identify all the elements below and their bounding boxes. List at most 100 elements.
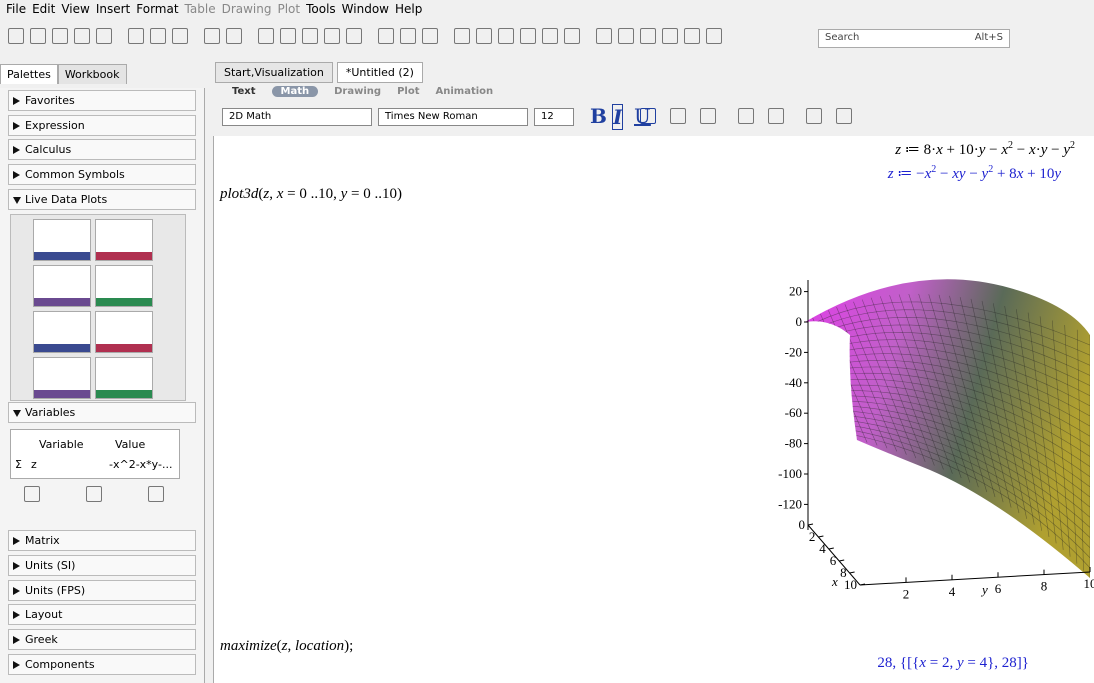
plot-tile[interactable] — [95, 218, 153, 261]
font-dropdown[interactable]: Times New Roman — [378, 108, 528, 126]
menu-item[interactable]: Drawing — [221, 2, 272, 16]
plot-tile[interactable] — [33, 356, 91, 399]
mode-dropdown[interactable]: 2D Math — [222, 108, 372, 126]
palette-section[interactable]: Matrix — [8, 530, 196, 552]
plot-tile[interactable] — [33, 218, 91, 261]
math-token: 2 — [1070, 140, 1075, 151]
math-token: x — [919, 655, 926, 671]
tool-icon[interactable] — [24, 486, 40, 503]
column-header: Variable — [39, 438, 84, 452]
palette-section[interactable]: Units (SI) — [8, 554, 196, 576]
document-tab[interactable]: Start,Visualization — [215, 62, 333, 83]
document-tab[interactable]: *Untitled (2) — [336, 62, 423, 83]
palette-section[interactable]: Calculus — [8, 139, 196, 161]
plot-tile[interactable] — [95, 310, 153, 353]
mesh-line — [1039, 316, 1064, 550]
align-buttons — [640, 108, 858, 124]
palette-section[interactable]: Variables — [8, 401, 196, 423]
math: 28, {[{x = 2, y = 4}, 28]} — [877, 655, 1029, 672]
math-token: ( — [276, 638, 282, 654]
mesh-line — [813, 324, 1090, 376]
plot-tile[interactable] — [95, 356, 153, 399]
mesh-line — [826, 366, 1090, 437]
math-token: − — [985, 142, 1002, 158]
math-token: location — [295, 638, 345, 654]
plot-tile[interactable] — [33, 264, 91, 307]
palette-tab[interactable]: Palettes — [0, 64, 58, 84]
palette-section[interactable]: Components — [8, 653, 196, 675]
mesh-line — [817, 339, 1090, 397]
y-tick-label: 8 — [1041, 579, 1048, 594]
mesh-line — [898, 294, 962, 479]
palette-section[interactable]: Layout — [8, 604, 196, 626]
math-token: 28, {[{ — [877, 655, 920, 671]
mesh-line — [870, 297, 935, 466]
mesh-line — [822, 353, 1090, 417]
menu-item[interactable]: Tools — [306, 2, 336, 16]
math-token: x — [924, 166, 932, 182]
mode-tab[interactable]: Animation — [435, 86, 494, 97]
mesh-line — [959, 297, 1012, 508]
menu-item[interactable]: Help — [395, 2, 423, 16]
menu-item[interactable]: Insert — [95, 2, 131, 16]
x-tick-label: 2 — [809, 529, 816, 544]
math-token: y — [340, 186, 348, 202]
toolbar — [8, 28, 728, 47]
mesh-line — [807, 301, 1090, 346]
math-token: 2 — [931, 164, 937, 175]
variable-tools — [24, 486, 170, 503]
menu-item[interactable]: Edit — [32, 2, 56, 16]
style-button[interactable]: B — [590, 104, 607, 128]
mesh-line — [1016, 309, 1050, 538]
cell: z — [31, 458, 37, 472]
plot-tile[interactable] — [95, 264, 153, 307]
palette-section[interactable]: Common Symbols — [8, 164, 196, 186]
math: plot3d(z, x = 0 ..10, y = 0 ..10) — [220, 186, 402, 203]
surface — [805, 279, 1090, 578]
math-token: y — [1063, 142, 1070, 158]
math-token: z — [281, 638, 288, 654]
palette-section[interactable]: Greek — [8, 629, 196, 650]
mode-tab[interactable]: Math — [271, 86, 319, 97]
tool-icon[interactable] — [148, 486, 164, 503]
mesh-line — [850, 424, 1090, 548]
menu-item[interactable]: Window — [341, 2, 389, 16]
plot-tile[interactable] — [33, 310, 91, 353]
math-token: , — [269, 186, 277, 202]
mesh-line — [918, 293, 979, 488]
mesh-line — [837, 395, 1090, 488]
menu-item[interactable]: File — [6, 2, 27, 16]
math: z ≔ 8·x + 10·y − x2 − x·y − y2 — [895, 140, 1075, 159]
mesh-line — [848, 420, 1090, 538]
palette-tab[interactable]: Workbook — [57, 64, 127, 84]
mesh-line — [809, 309, 1090, 356]
math-token: ( — [258, 186, 264, 202]
math-token: x — [1001, 142, 1009, 158]
math-token: · — [1035, 142, 1041, 158]
palette-section[interactable]: Live Data Plots — [8, 188, 196, 210]
mode-tab[interactable]: Text — [232, 86, 256, 97]
mode-tab[interactable]: Drawing — [334, 86, 382, 97]
menu-item[interactable]: Table — [184, 2, 216, 16]
mesh-line — [805, 321, 858, 441]
menu-item[interactable]: View — [61, 2, 90, 16]
style-button[interactable]: U — [634, 104, 651, 128]
palette-section[interactable]: Expression — [8, 114, 196, 136]
math-token: y — [1040, 142, 1048, 158]
menu-item[interactable]: Plot — [277, 2, 301, 16]
size-dropdown[interactable]: 12 — [534, 108, 574, 126]
palette-section[interactable]: Units (FPS) — [8, 579, 196, 601]
palette-section[interactable]: Favorites — [8, 90, 196, 111]
tool-icon[interactable] — [86, 486, 102, 503]
mesh-line — [981, 300, 1027, 519]
mesh-line — [824, 360, 1090, 427]
x-tick — [828, 547, 834, 550]
column-header: Value — [115, 438, 146, 452]
math-token: = 4}, 28]} — [963, 655, 1029, 671]
y-tick-label: 4 — [949, 584, 956, 599]
search-box[interactable]: Search Alt+S — [818, 29, 1010, 48]
menu-item[interactable]: Format — [136, 2, 179, 16]
style-button[interactable]: I — [612, 104, 624, 130]
mode-tab[interactable]: Plot — [397, 86, 420, 97]
